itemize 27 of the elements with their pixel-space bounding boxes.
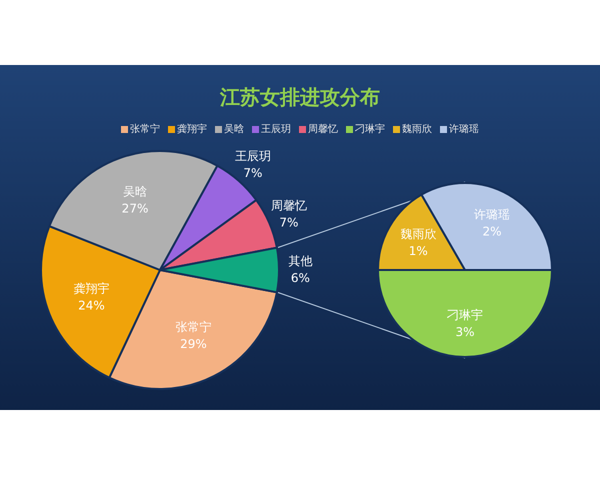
slice-label: 魏雨欣 [400, 227, 436, 242]
data-label: 29% [180, 336, 207, 351]
chart-title: 江苏女排进攻分布 [218, 84, 381, 111]
legend-label: 龚翔宇 [177, 122, 207, 136]
slice-label: 许璐瑶 [474, 207, 510, 222]
slice-label: 龚翔宇 [73, 281, 110, 296]
slice-label: 其他 [288, 254, 312, 268]
legend-label: 周馨忆 [308, 122, 338, 136]
legend-label: 刁琳宇 [355, 122, 385, 136]
slice-label: 吴晗 [123, 184, 148, 199]
legend-label: 魏雨欣 [402, 123, 432, 136]
slice-label: 王辰玥 [234, 148, 271, 163]
data-label: 1% [408, 244, 428, 258]
data-label: 7% [279, 215, 298, 230]
slice-label: 张常宁 [175, 320, 212, 334]
data-label: 27% [122, 202, 148, 216]
slice-label: 刁琳宇 [446, 308, 483, 322]
slice-label: 周馨忆 [270, 198, 307, 212]
data-label: 6% [290, 271, 310, 286]
legend-label: 王辰玥 [261, 123, 291, 136]
legend-label: 许璐瑶 [449, 122, 479, 136]
data-label: 3% [455, 325, 475, 340]
data-label: 24% [78, 298, 105, 312]
legend-label: 张常宁 [130, 122, 160, 136]
data-label: 2% [482, 224, 502, 238]
legend-label: 吴晗 [224, 123, 244, 136]
data-label: 7% [243, 166, 262, 180]
